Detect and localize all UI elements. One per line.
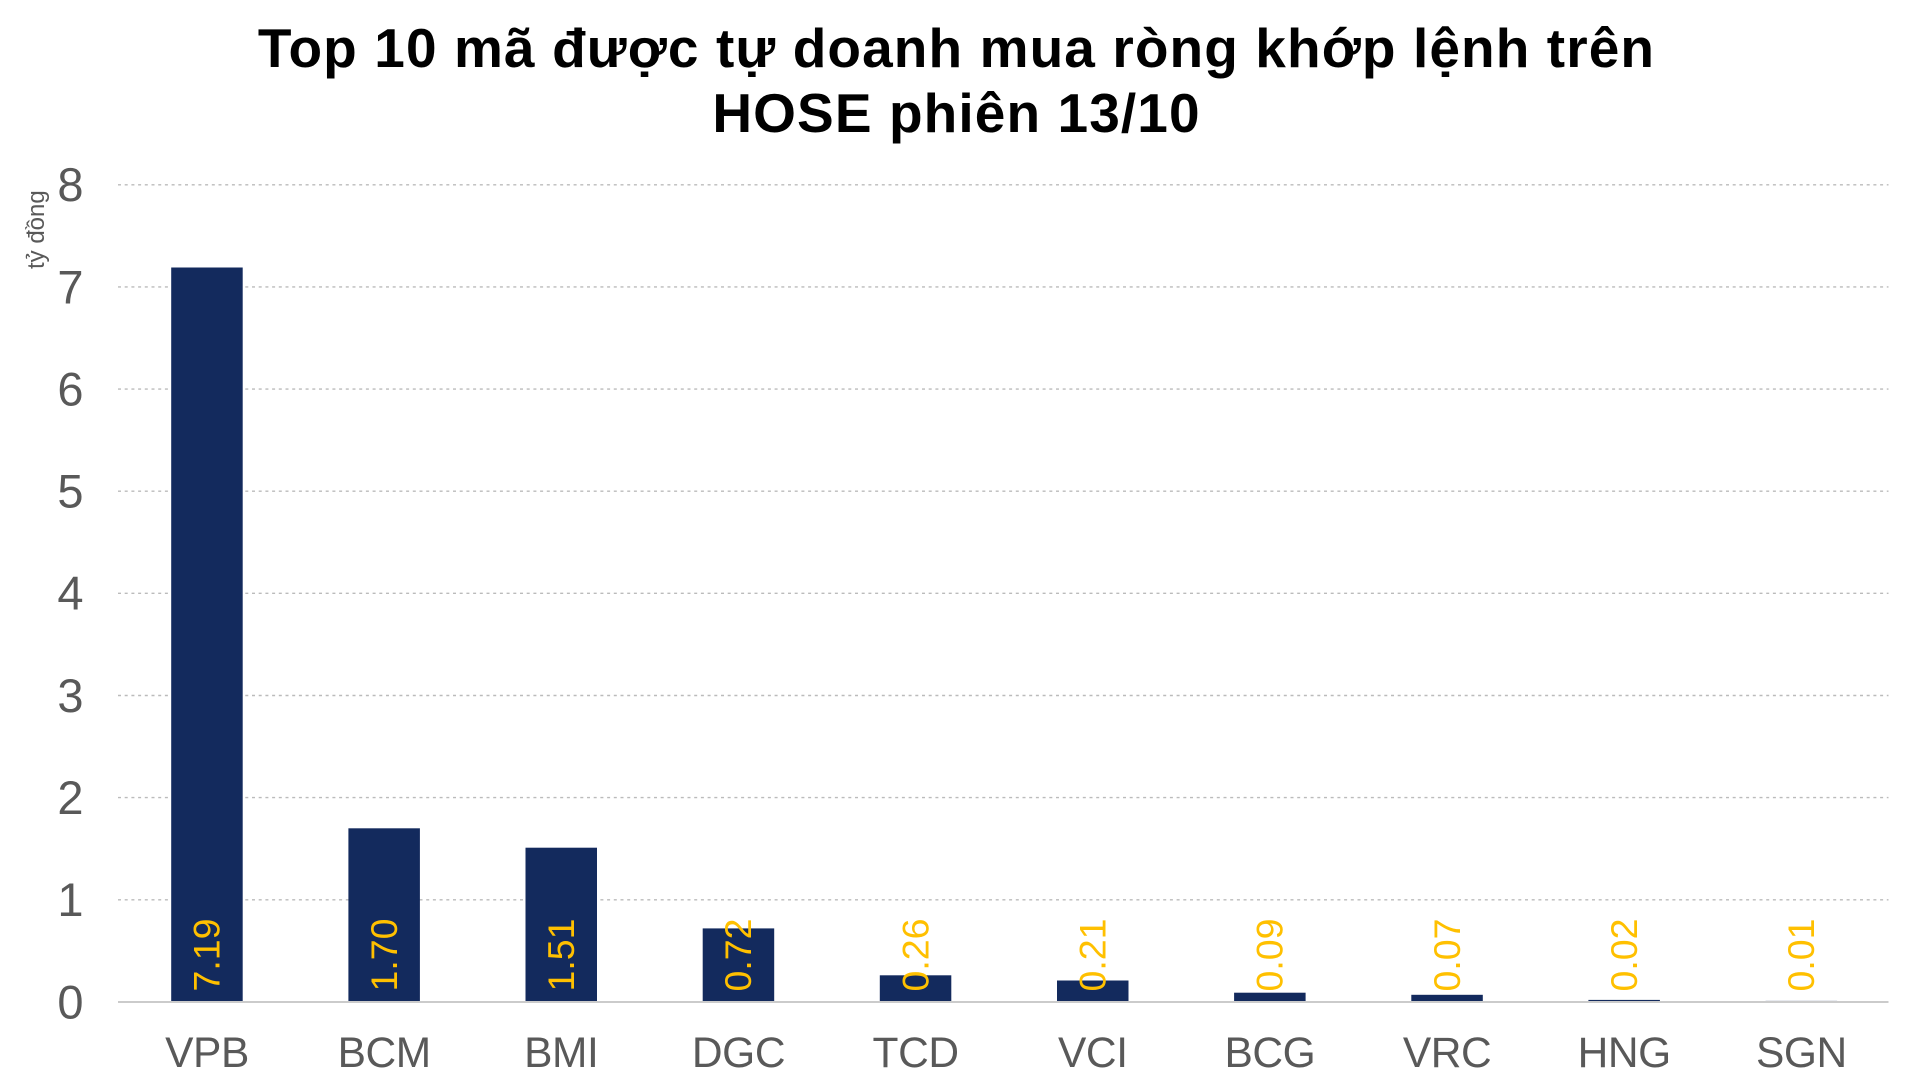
svg-text:VPB: VPB bbox=[165, 1030, 249, 1077]
svg-text:BMI: BMI bbox=[524, 1030, 598, 1077]
svg-text:8: 8 bbox=[57, 158, 83, 211]
svg-text:tỷ đồng: tỷ đồng bbox=[23, 190, 50, 269]
svg-text:0: 0 bbox=[57, 975, 83, 1028]
svg-text:0.07: 0.07 bbox=[1426, 919, 1468, 992]
svg-text:DGC: DGC bbox=[692, 1030, 785, 1077]
svg-text:6: 6 bbox=[57, 363, 83, 416]
svg-text:1.51: 1.51 bbox=[540, 919, 582, 992]
svg-text:VCI: VCI bbox=[1058, 1030, 1128, 1077]
svg-text:TCD: TCD bbox=[873, 1030, 959, 1077]
svg-text:BCG: BCG bbox=[1224, 1030, 1315, 1077]
svg-text:7.19: 7.19 bbox=[186, 919, 228, 992]
svg-text:VRC: VRC bbox=[1403, 1030, 1492, 1077]
svg-text:HNG: HNG bbox=[1578, 1030, 1671, 1077]
svg-text:HOSE phiên 13/10: HOSE phiên 13/10 bbox=[712, 82, 1200, 144]
svg-text:Top 10 mã được tự doanh mua rò: Top 10 mã được tự doanh mua ròng khớp lệ… bbox=[258, 17, 1655, 79]
svg-text:2: 2 bbox=[57, 771, 83, 824]
svg-text:1: 1 bbox=[57, 873, 83, 926]
svg-text:3: 3 bbox=[57, 669, 83, 722]
svg-text:1.70: 1.70 bbox=[363, 919, 405, 992]
svg-text:0.01: 0.01 bbox=[1780, 919, 1822, 992]
svg-text:0.72: 0.72 bbox=[717, 919, 759, 992]
svg-text:0.02: 0.02 bbox=[1603, 919, 1645, 992]
svg-text:SGN: SGN bbox=[1756, 1030, 1847, 1077]
svg-text:0.26: 0.26 bbox=[894, 919, 936, 992]
svg-text:0.09: 0.09 bbox=[1249, 919, 1291, 992]
svg-text:BCM: BCM bbox=[338, 1030, 431, 1077]
svg-text:7: 7 bbox=[57, 260, 83, 313]
svg-text:5: 5 bbox=[57, 465, 83, 518]
svg-text:4: 4 bbox=[57, 567, 83, 620]
svg-text:0.21: 0.21 bbox=[1072, 919, 1114, 992]
